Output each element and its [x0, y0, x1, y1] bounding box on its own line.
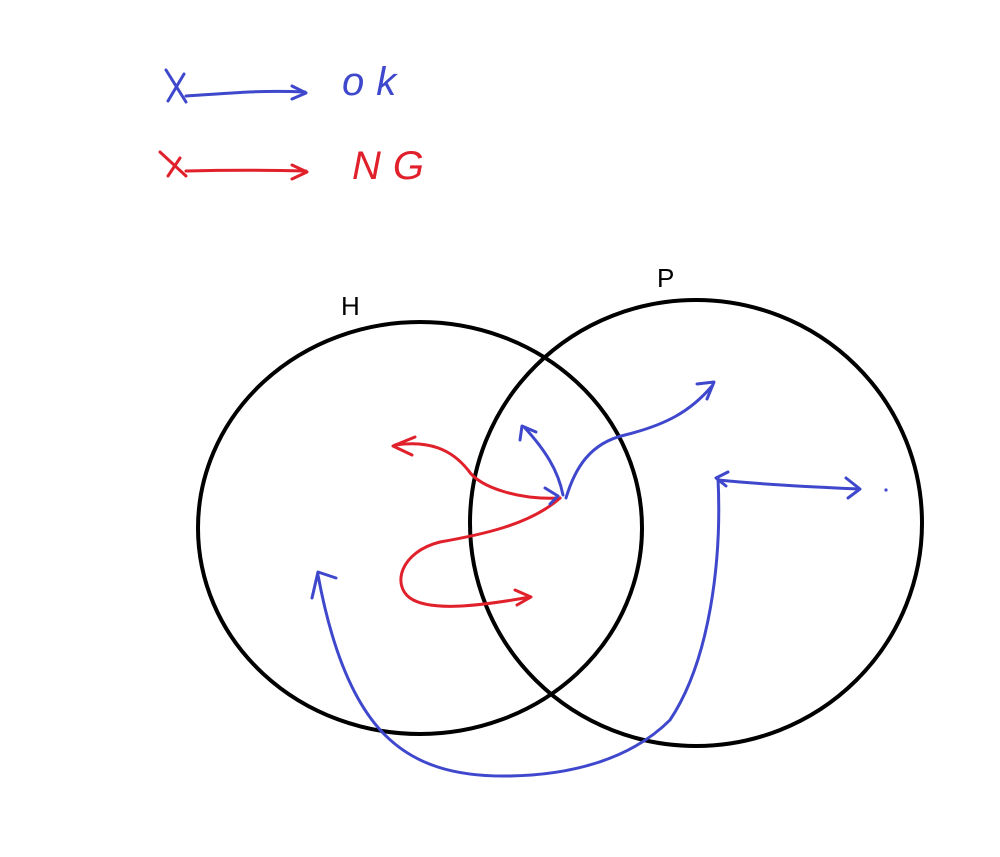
- legend-ng-label: NG: [352, 144, 436, 188]
- circle-h-label: H: [341, 291, 360, 321]
- legend-ok-label: ok: [342, 60, 409, 104]
- ng-arrow-h-to-intersection: [399, 496, 562, 608]
- ng-arrow-intersection-to-h: [391, 435, 562, 500]
- ok-arrow-p-to-h: [310, 476, 721, 778]
- legend-ok-arrow: [164, 68, 308, 104]
- circle-p-label: P: [657, 263, 675, 293]
- circle-p: [468, 298, 924, 748]
- circle-h: [196, 320, 644, 736]
- ok-arrow-intersection-loop: [518, 424, 565, 506]
- legend-ng-arrow: [158, 150, 309, 181]
- ok-arrow-p-to-p: [714, 470, 888, 500]
- ok-arrow-intersection-to-p: [564, 380, 716, 500]
